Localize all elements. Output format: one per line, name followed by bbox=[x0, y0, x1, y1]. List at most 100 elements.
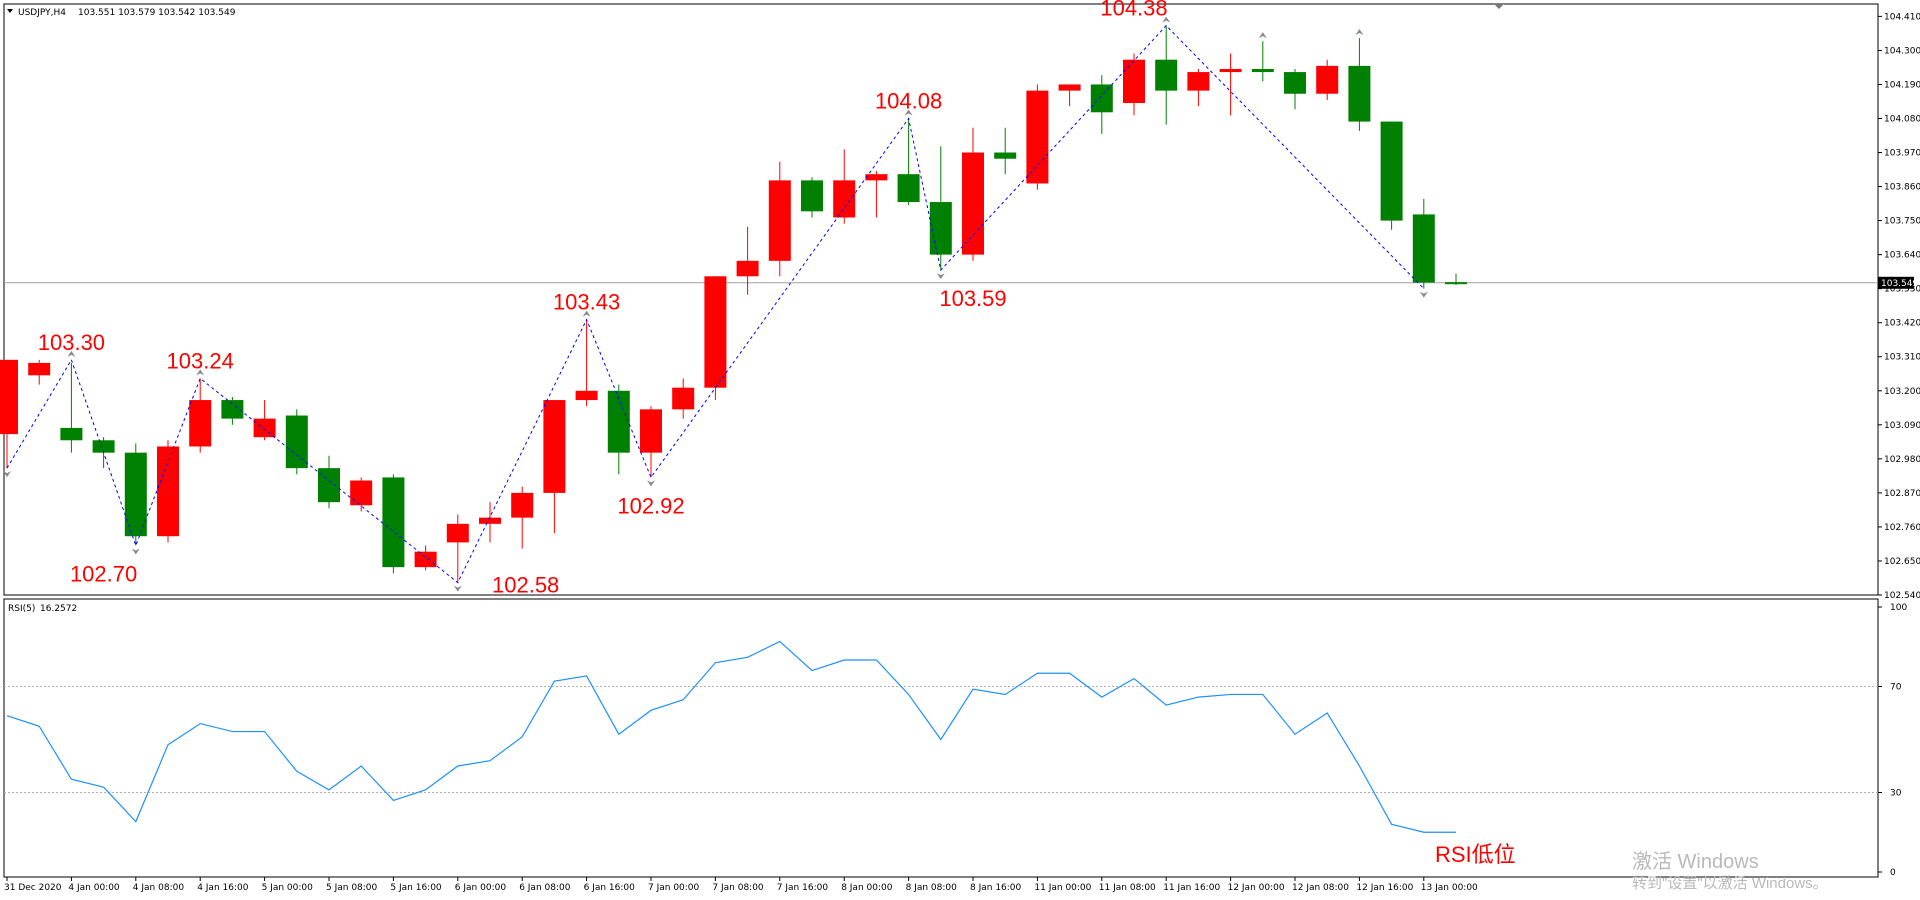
candle bbox=[157, 440, 179, 543]
price-tick-label: 102.980 bbox=[1884, 455, 1920, 465]
rsi-tick-label: 30 bbox=[1890, 789, 1902, 799]
swing-price-label: 102.58 bbox=[492, 573, 559, 598]
candle-body bbox=[350, 480, 373, 506]
candle bbox=[1251, 41, 1274, 82]
candle-body bbox=[897, 174, 920, 203]
time-tick-label: 8 Jan 08:00 bbox=[906, 883, 958, 893]
time-tick-label: 6 Jan 08:00 bbox=[519, 883, 571, 893]
candle-body bbox=[1090, 84, 1113, 113]
swing-price-label: 104.08 bbox=[875, 88, 942, 113]
fractal-arrow bbox=[1258, 32, 1267, 39]
main-chart-frame bbox=[3, 3, 1879, 596]
time-tick-label: 5 Jan 08:00 bbox=[326, 883, 378, 893]
chart-menu-triangle-icon[interactable] bbox=[7, 9, 13, 13]
candle bbox=[929, 146, 952, 271]
fractal-arrow bbox=[196, 369, 205, 376]
fractal-arrow bbox=[582, 310, 591, 317]
swing-price-label: 103.24 bbox=[167, 348, 234, 373]
candle bbox=[994, 127, 1017, 175]
candle-body bbox=[253, 418, 276, 438]
candle-body bbox=[736, 260, 759, 277]
candle-body bbox=[0, 359, 18, 435]
candle-body bbox=[994, 152, 1017, 159]
time-tick-label: 6 Jan 16:00 bbox=[584, 883, 636, 893]
candle bbox=[640, 406, 662, 478]
fractal-arrow bbox=[904, 109, 913, 116]
current-price-label: 103.549 bbox=[1881, 279, 1918, 289]
fractal-arrow bbox=[936, 273, 945, 280]
candle-body bbox=[1155, 59, 1178, 91]
candle bbox=[865, 171, 888, 218]
time-tick-label: 8 Jan 16:00 bbox=[970, 883, 1022, 893]
time-tick-label: 7 Jan 08:00 bbox=[712, 883, 764, 893]
candle bbox=[1123, 53, 1145, 116]
candle bbox=[511, 486, 534, 549]
candle bbox=[1090, 75, 1113, 134]
candle bbox=[1219, 53, 1242, 116]
time-tick-label: 11 Jan 16:00 bbox=[1163, 883, 1220, 893]
chart-shift-marker-icon bbox=[1494, 4, 1504, 9]
rsi-panel-value: 16.2572 bbox=[40, 604, 77, 614]
swing-price-label: 102.92 bbox=[617, 493, 684, 518]
candle bbox=[736, 226, 759, 295]
price-tick-label: 104.410 bbox=[1884, 12, 1920, 22]
candle bbox=[607, 384, 630, 475]
candle bbox=[124, 443, 147, 546]
time-tick-label: 4 Jan 08:00 bbox=[133, 883, 185, 893]
candle-body bbox=[511, 492, 534, 518]
swing-price-label: 102.70 bbox=[70, 561, 137, 586]
candle-body bbox=[801, 180, 823, 212]
candle-body bbox=[1026, 90, 1049, 184]
candle-body bbox=[318, 468, 340, 503]
rsi-line-series bbox=[6, 640, 1456, 833]
candle bbox=[1412, 198, 1435, 289]
candle-body bbox=[414, 551, 437, 568]
candle bbox=[801, 177, 823, 218]
rsi-panel-title: RSI(5) bbox=[8, 604, 35, 614]
swing-price-label: 103.30 bbox=[38, 330, 105, 355]
candle bbox=[28, 359, 51, 385]
time-tick-label: 7 Jan 00:00 bbox=[648, 883, 700, 893]
candle-body bbox=[479, 517, 501, 524]
price-tick-label: 104.080 bbox=[1884, 114, 1920, 124]
rsi-low-annotation: RSI低位 bbox=[1435, 842, 1516, 867]
windows-activation-watermark: 激活 Windows bbox=[1632, 850, 1759, 873]
time-tick-label: 11 Jan 08:00 bbox=[1099, 883, 1156, 893]
price-tick-label: 103.860 bbox=[1884, 183, 1920, 193]
price-tick-label: 103.090 bbox=[1884, 421, 1920, 431]
candle bbox=[543, 400, 566, 534]
candle bbox=[253, 400, 276, 441]
chart-ohlc-values: 103.551 103.579 103.542 103.549 bbox=[78, 8, 236, 18]
swing-price-label: 103.43 bbox=[553, 290, 620, 315]
rsi-line bbox=[6, 640, 1456, 833]
candle-body bbox=[1123, 59, 1145, 104]
candle bbox=[1058, 84, 1081, 107]
candle-body bbox=[28, 362, 51, 376]
price-tick-label: 102.540 bbox=[1884, 591, 1920, 601]
candle-body bbox=[672, 387, 695, 410]
fractal-arrow bbox=[1162, 16, 1171, 23]
candle bbox=[285, 409, 308, 475]
candle-body bbox=[60, 427, 83, 441]
time-tick-label: 8 Jan 00:00 bbox=[841, 883, 893, 893]
candle bbox=[414, 545, 437, 571]
fractal-arrow bbox=[3, 471, 11, 478]
candle bbox=[189, 378, 212, 453]
fractal-arrow bbox=[453, 585, 462, 592]
price-axis: 102.540 102.650 102.760 102.870 102.980 103.0… bbox=[1878, 12, 1920, 601]
candle bbox=[318, 455, 340, 509]
candle-body bbox=[833, 180, 856, 218]
time-tick-label: 12 Jan 08:00 bbox=[1292, 883, 1349, 893]
time-tick-label: 12 Jan 00:00 bbox=[1228, 883, 1285, 893]
candle bbox=[768, 161, 791, 277]
candle bbox=[1348, 38, 1371, 131]
candle-body bbox=[640, 409, 662, 453]
time-tick-label: 5 Jan 00:00 bbox=[262, 883, 314, 893]
rsi-tick-label: 100 bbox=[1890, 603, 1907, 613]
candle bbox=[575, 319, 598, 407]
swing-price-label: 104.38 bbox=[1100, 0, 1167, 21]
candle-body bbox=[1348, 65, 1371, 122]
candle bbox=[1155, 25, 1178, 125]
candle-body bbox=[382, 477, 405, 568]
